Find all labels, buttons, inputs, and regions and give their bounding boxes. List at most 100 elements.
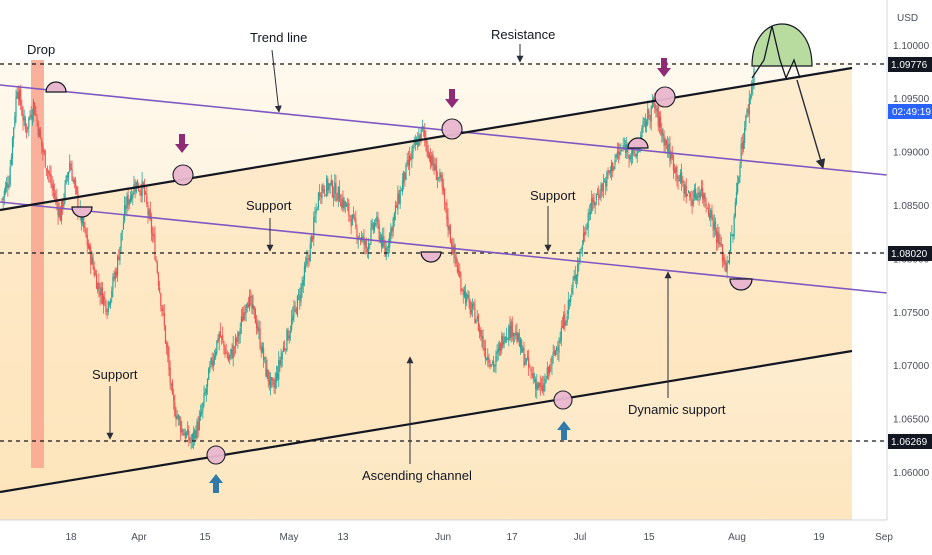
candle-body bbox=[447, 217, 449, 230]
candle-body bbox=[236, 338, 238, 342]
candle-body bbox=[601, 184, 603, 191]
candle-body bbox=[296, 295, 299, 316]
candle-body bbox=[464, 291, 467, 304]
reaction-markers bbox=[45, 81, 753, 291]
candle-body bbox=[677, 176, 679, 181]
candle-body bbox=[730, 236, 732, 252]
price-tag-resistance-text: 1.09776 bbox=[891, 60, 928, 71]
candle-body bbox=[218, 333, 220, 341]
candle-body bbox=[682, 181, 684, 183]
candle-body bbox=[288, 335, 290, 339]
price-axis[interactable] bbox=[887, 0, 932, 550]
time-axis[interactable] bbox=[0, 520, 887, 550]
candle-body bbox=[587, 213, 589, 228]
channel-lower-line[interactable] bbox=[0, 349, 853, 494]
candle-body bbox=[342, 197, 344, 208]
candle-body bbox=[485, 358, 488, 361]
candle-body bbox=[442, 185, 444, 191]
channel-upper-line[interactable] bbox=[0, 66, 853, 212]
candle-body bbox=[220, 336, 223, 338]
candle-body bbox=[354, 217, 356, 219]
candle-body bbox=[385, 247, 387, 257]
candle-body bbox=[313, 217, 315, 239]
candle-body bbox=[542, 385, 544, 392]
candle-body bbox=[733, 215, 735, 237]
candle-body bbox=[328, 183, 330, 190]
candle-body bbox=[531, 373, 533, 376]
candle-body bbox=[456, 265, 459, 273]
candle-body bbox=[538, 383, 540, 388]
candle-body bbox=[217, 338, 219, 342]
candle-body bbox=[415, 139, 418, 145]
candle-body bbox=[128, 199, 130, 205]
candle-body bbox=[654, 100, 656, 109]
candle-body bbox=[681, 171, 683, 184]
candle-body bbox=[279, 360, 281, 364]
candle-body bbox=[676, 166, 678, 179]
candle-body bbox=[74, 180, 77, 186]
candle-body bbox=[356, 228, 358, 240]
candle-body bbox=[585, 231, 587, 234]
candle-body bbox=[509, 325, 511, 338]
candle-body bbox=[233, 346, 235, 348]
candle-body bbox=[510, 321, 512, 339]
candle-body bbox=[511, 321, 513, 337]
candle-body bbox=[229, 354, 231, 359]
candle-body bbox=[495, 355, 497, 366]
candle-body bbox=[600, 184, 602, 198]
candle-body bbox=[345, 204, 348, 207]
touch-circle-jun-low bbox=[553, 390, 573, 410]
candle-body bbox=[393, 213, 395, 221]
candle-body bbox=[545, 379, 547, 381]
projection-green-dome bbox=[751, 23, 813, 67]
candle-body bbox=[713, 222, 715, 229]
candle-body bbox=[95, 274, 98, 289]
candle-body bbox=[338, 187, 341, 202]
candle-body bbox=[294, 305, 296, 308]
candle-body bbox=[274, 379, 276, 388]
candle-body bbox=[308, 257, 310, 261]
candle-body bbox=[688, 190, 690, 193]
candle-body bbox=[533, 379, 536, 381]
candle-body bbox=[253, 306, 255, 310]
candle-body bbox=[586, 227, 588, 230]
candle-body bbox=[401, 180, 404, 193]
candle-body bbox=[114, 271, 116, 280]
dynamic-support-line-purple[interactable] bbox=[0, 201, 888, 294]
candle-body bbox=[460, 278, 462, 292]
candle-body bbox=[28, 117, 30, 127]
time-tick-label: Apr bbox=[131, 532, 147, 543]
candle-body bbox=[630, 155, 632, 157]
candle-body bbox=[293, 306, 295, 317]
candle-body bbox=[661, 129, 663, 136]
candle-body bbox=[735, 192, 738, 203]
candle-body bbox=[349, 216, 351, 218]
candle-body bbox=[496, 351, 498, 355]
candle-body bbox=[712, 217, 714, 231]
candle-body bbox=[484, 347, 487, 360]
candle-body bbox=[160, 293, 162, 306]
candle-body bbox=[10, 157, 12, 165]
candle-body bbox=[269, 376, 272, 387]
candle-body bbox=[268, 379, 271, 386]
candle-body bbox=[27, 126, 29, 130]
candle-body bbox=[196, 421, 198, 439]
candle-body bbox=[125, 205, 127, 209]
candle-body bbox=[559, 339, 561, 344]
candle-body bbox=[558, 344, 560, 353]
candle-body bbox=[678, 179, 680, 181]
candle-body bbox=[642, 121, 644, 128]
candle-body bbox=[35, 113, 37, 116]
candle-body bbox=[707, 209, 710, 215]
candle-body bbox=[473, 303, 475, 306]
candle-body bbox=[22, 113, 24, 122]
candle-body bbox=[610, 162, 613, 172]
candle-body bbox=[699, 192, 701, 198]
candle-body bbox=[379, 236, 381, 241]
candle-body bbox=[352, 215, 355, 217]
candle-body bbox=[607, 171, 609, 173]
candle-body bbox=[404, 172, 406, 180]
candle-body bbox=[331, 181, 334, 197]
